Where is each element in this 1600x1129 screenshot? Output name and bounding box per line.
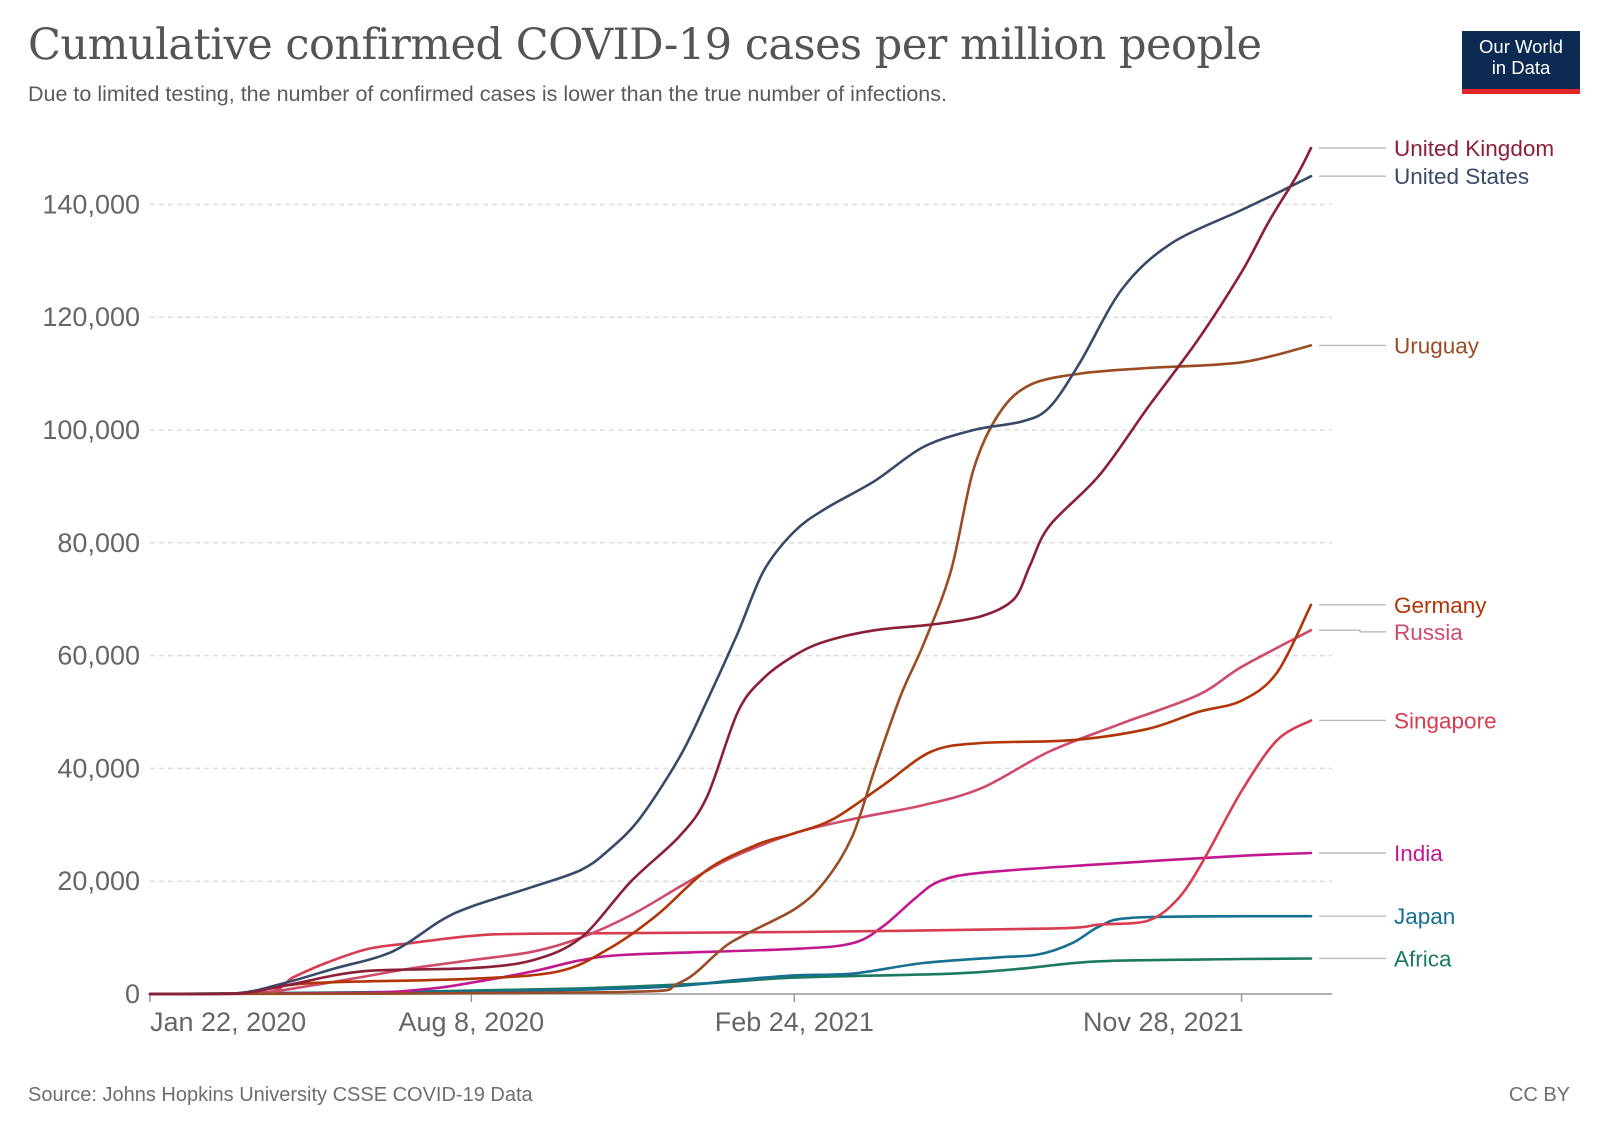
legend-label-singapore: Singapore	[1394, 708, 1497, 733]
leader-line	[1319, 629, 1386, 633]
legend-label-russia: Russia	[1394, 620, 1463, 645]
y-tick-label: 120,000	[42, 302, 140, 332]
legend-label-germany: Germany	[1394, 593, 1487, 618]
x-tick-label: Feb 24, 2021	[715, 1007, 874, 1037]
legend-layer: United Kingdom United States Uruguay German…	[1319, 136, 1554, 971]
y-tick-label: 40,000	[57, 753, 140, 783]
legend-label-africa: Africa	[1394, 946, 1452, 971]
x-tick-label: Aug 8, 2020	[399, 1007, 545, 1037]
x-axis: Jan 22, 2020 Aug 8, 2020 Feb 24, 2021 Nov 2…	[149, 993, 1332, 1037]
y-tick-label: 80,000	[57, 528, 140, 558]
source-note[interactable]: Source: Johns Hopkins University CSSE CO…	[28, 1084, 533, 1106]
y-tick-label: 0	[125, 979, 140, 1009]
series-line-russia	[148, 628, 1313, 996]
series-line-singapore	[148, 719, 1313, 996]
x-tick-label: Jan 22, 2020	[150, 1007, 306, 1037]
series-line-united-kingdom	[148, 146, 1313, 996]
legend-label-united-states: United States	[1394, 164, 1529, 189]
license-link[interactable]: CC BY	[1508, 1084, 1570, 1106]
logo-line-1: Our World	[1479, 36, 1563, 57]
series-line-japan	[148, 914, 1313, 996]
owid-logo[interactable]: Our World in Data	[1462, 31, 1580, 94]
series-line-india	[148, 851, 1313, 996]
chart-subtitle: Due to limited testing, the number of co…	[28, 82, 947, 106]
y-tick-label: 20,000	[57, 866, 140, 896]
series-line-uruguay	[148, 344, 1313, 996]
y-tick-label: 100,000	[42, 415, 140, 445]
series-layer	[148, 146, 1313, 996]
legend-label-united-kingdom: United Kingdom	[1394, 136, 1554, 161]
logo-line-2: in Data	[1491, 57, 1551, 78]
series-line-germany	[148, 603, 1313, 996]
x-tick-label: Nov 28, 2021	[1083, 1007, 1244, 1037]
y-tick-label: 60,000	[57, 641, 140, 671]
grid-layer: 0 20,000 40,000 60,000 80,000 100,000 120,000 1…	[42, 189, 1332, 1009]
legend-label-uruguay: Uruguay	[1394, 333, 1480, 358]
series-line-united-states	[148, 174, 1313, 996]
y-tick-label: 140,000	[42, 189, 140, 219]
chart-title: Cumulative confirmed COVID-19 cases per …	[28, 20, 1262, 70]
legend-label-japan: Japan	[1394, 904, 1455, 929]
legend-label-india: India	[1394, 841, 1443, 866]
